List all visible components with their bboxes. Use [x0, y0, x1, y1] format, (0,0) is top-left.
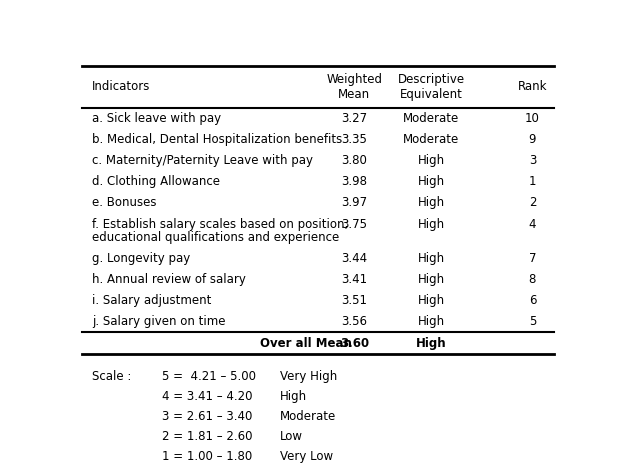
- Text: 3.56: 3.56: [342, 315, 368, 328]
- Text: 6: 6: [528, 294, 536, 307]
- Text: Very High: Very High: [279, 370, 337, 383]
- Text: 5 =  4.21 – 5.00: 5 = 4.21 – 5.00: [162, 370, 256, 383]
- Text: 7: 7: [528, 252, 536, 265]
- Text: High: High: [418, 294, 445, 307]
- Text: a. Sick leave with pay: a. Sick leave with pay: [92, 112, 221, 125]
- Text: 9: 9: [528, 133, 536, 146]
- Text: Low: Low: [279, 430, 303, 443]
- Text: High: High: [418, 175, 445, 188]
- Text: 3.97: 3.97: [342, 196, 368, 210]
- Text: 3.35: 3.35: [342, 133, 367, 146]
- Text: Scale :: Scale :: [92, 370, 132, 383]
- Text: 3.98: 3.98: [342, 175, 368, 188]
- Text: j. Salary given on time: j. Salary given on time: [92, 315, 225, 328]
- Text: 8: 8: [528, 273, 536, 286]
- Text: Indicators: Indicators: [92, 80, 150, 93]
- Text: Rank: Rank: [518, 80, 547, 93]
- Text: 10: 10: [525, 112, 540, 125]
- Text: Moderate: Moderate: [279, 410, 336, 423]
- Text: High: High: [418, 273, 445, 286]
- Text: Descriptive
Equivalent: Descriptive Equivalent: [398, 73, 465, 101]
- Text: High: High: [418, 252, 445, 265]
- Text: 1: 1: [528, 175, 536, 188]
- Text: Moderate: Moderate: [403, 112, 460, 125]
- Text: b. Medical, Dental Hospitalization benefits: b. Medical, Dental Hospitalization benef…: [92, 133, 342, 146]
- Text: Weighted
Mean: Weighted Mean: [327, 73, 383, 101]
- Text: i. Salary adjustment: i. Salary adjustment: [92, 294, 211, 307]
- Text: Very Low: Very Low: [279, 450, 333, 463]
- Text: 1 = 1.00 – 1.80: 1 = 1.00 – 1.80: [162, 450, 252, 463]
- Text: e. Bonuses: e. Bonuses: [92, 196, 156, 210]
- Text: h. Annual review of salary: h. Annual review of salary: [92, 273, 246, 286]
- Text: 3: 3: [528, 154, 536, 167]
- Text: d. Clothing Allowance: d. Clothing Allowance: [92, 175, 220, 188]
- Text: High: High: [416, 336, 446, 350]
- Text: f. Establish salary scales based on position,: f. Establish salary scales based on posi…: [92, 218, 348, 231]
- Text: g. Longevity pay: g. Longevity pay: [92, 252, 190, 265]
- Text: 3.75: 3.75: [342, 218, 368, 231]
- Text: Moderate: Moderate: [403, 133, 460, 146]
- Text: c. Maternity/Paternity Leave with pay: c. Maternity/Paternity Leave with pay: [92, 154, 313, 167]
- Text: 3 = 2.61 – 3.40: 3 = 2.61 – 3.40: [162, 410, 252, 423]
- Text: High: High: [418, 154, 445, 167]
- Text: 3.44: 3.44: [342, 252, 368, 265]
- Text: High: High: [418, 315, 445, 328]
- Text: 4: 4: [528, 218, 536, 231]
- Text: 3.27: 3.27: [342, 112, 368, 125]
- Text: 3.60: 3.60: [340, 336, 369, 350]
- Text: 5: 5: [528, 315, 536, 328]
- Text: High: High: [279, 390, 307, 403]
- Text: High: High: [418, 218, 445, 231]
- Text: High: High: [418, 196, 445, 210]
- Text: 2 = 1.81 – 2.60: 2 = 1.81 – 2.60: [162, 430, 252, 443]
- Text: 3.41: 3.41: [342, 273, 368, 286]
- Text: educational qualifications and experience: educational qualifications and experienc…: [92, 231, 339, 244]
- Text: 3.51: 3.51: [342, 294, 368, 307]
- Text: 2: 2: [528, 196, 536, 210]
- Text: 3.80: 3.80: [342, 154, 367, 167]
- Text: Over all Mean: Over all Mean: [260, 336, 352, 350]
- Text: 4 = 3.41 – 4.20: 4 = 3.41 – 4.20: [162, 390, 252, 403]
